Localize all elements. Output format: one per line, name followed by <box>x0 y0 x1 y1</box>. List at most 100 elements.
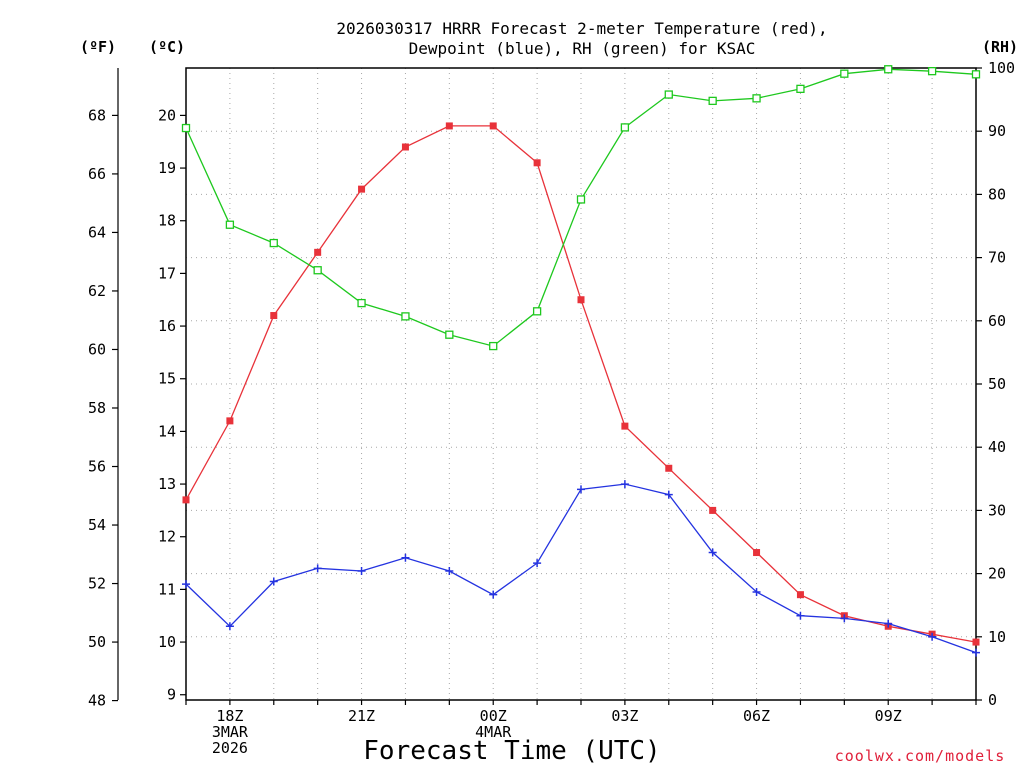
fahrenheit-tick-label: 60 <box>88 340 106 358</box>
celsius-tick-label: 20 <box>158 106 176 124</box>
temperature-point <box>533 159 541 167</box>
temperature-point <box>401 143 409 151</box>
dewpoint-point <box>357 566 366 575</box>
data-series <box>181 65 981 657</box>
site-watermark: coolwx.com/models <box>835 747 1006 765</box>
dewpoint-point <box>445 566 454 575</box>
celsius-tick-label: 13 <box>158 475 176 493</box>
fahrenheit-tick-label: 58 <box>88 399 106 417</box>
temperature-point <box>226 417 234 425</box>
temperature-point <box>621 422 629 430</box>
rh-unit-label: (RH) <box>982 38 1018 56</box>
celsius-tick-label: 9 <box>167 686 176 704</box>
temperature-point <box>314 248 322 256</box>
rh-point <box>840 69 849 78</box>
rh-point <box>927 67 937 76</box>
rh-point <box>620 123 630 132</box>
dewpoint-point <box>708 548 717 557</box>
dewpoint-point <box>972 648 980 657</box>
rh-tick-label: 90 <box>988 122 1006 140</box>
dewpoint-point <box>577 485 585 494</box>
dewpoint-point <box>620 480 629 489</box>
axis-ticks: 9 10 11 12 13 14 15 16 17 18 19 20 48 50 52 54 56 58 60 62 6… <box>88 59 1015 757</box>
rh-tick-label: 40 <box>988 438 1006 456</box>
celsius-tick-label: 19 <box>158 159 176 177</box>
rh-point <box>664 90 673 99</box>
rh-point <box>445 330 454 339</box>
chart-title-line-2: Dewpoint (blue), RH (green) for KSAC <box>409 39 756 58</box>
fahrenheit-tick-label: 62 <box>88 282 106 300</box>
x-tick-label: 2026 <box>212 739 248 757</box>
dewpoint-point <box>489 590 498 599</box>
dewpoint-point <box>752 588 761 597</box>
grid-lines <box>186 68 976 700</box>
celsius-tick-label: 17 <box>158 264 176 282</box>
fahrenheit-tick-label: 52 <box>88 575 106 593</box>
rh-point <box>269 238 278 248</box>
chart-title-line-1: 2026030317 HRRR Forecast 2-meter Tempera… <box>336 19 827 38</box>
rh-point <box>708 96 717 106</box>
celsius-tick-label: 11 <box>158 580 176 598</box>
rh-point <box>357 298 366 308</box>
rh-point <box>532 307 542 316</box>
rh-tick-label: 10 <box>988 628 1006 646</box>
x-tick-label: 21Z <box>348 707 375 725</box>
rh-tick-label: 70 <box>988 249 1006 267</box>
temperature-point <box>182 496 190 504</box>
celsius-tick-label: 10 <box>158 633 176 651</box>
x-tick-label: 4MAR <box>475 723 512 741</box>
dewpoint-point <box>401 553 410 562</box>
fahrenheit-tick-label: 66 <box>88 165 106 183</box>
dewpoint-point <box>840 614 849 623</box>
rh-line <box>185 68 977 347</box>
celsius-tick-label: 16 <box>158 317 176 335</box>
celsius-tick-label: 18 <box>158 212 176 230</box>
rh-point <box>884 65 893 74</box>
dewpoint-point <box>884 619 893 628</box>
fahrenheit-tick-label: 54 <box>88 516 106 534</box>
rh-tick-label: 30 <box>988 501 1006 519</box>
fahrenheit-tick-label: 48 <box>88 692 106 710</box>
rh-point <box>313 266 322 275</box>
temperature-point <box>753 549 761 557</box>
x-axis-label: Forecast Time (UTC) <box>363 736 660 766</box>
celsius-tick-label: 12 <box>158 528 176 546</box>
temperature-point <box>577 296 585 304</box>
temperature-point <box>972 638 980 646</box>
celsius-unit-label: (ºC) <box>149 38 185 56</box>
rh-tick-label: 20 <box>988 565 1006 583</box>
rh-tick-label: 60 <box>988 312 1006 330</box>
fahrenheit-tick-label: 50 <box>88 633 106 651</box>
temperature-point <box>796 591 804 599</box>
x-tick-label: 18Z <box>216 707 243 725</box>
fahrenheit-unit-label: (ºF) <box>80 38 116 56</box>
rh-tick-label: 50 <box>988 375 1006 393</box>
rh-point <box>489 341 498 351</box>
fahrenheit-tick-label: 56 <box>88 458 106 476</box>
celsius-tick-label: 14 <box>158 422 176 440</box>
rh-tick-label: 0 <box>988 691 997 709</box>
rh-point <box>971 70 981 79</box>
rh-point <box>401 312 410 321</box>
temperature-point <box>709 506 717 514</box>
rh-point <box>576 195 586 204</box>
dewpoint-point <box>796 611 805 620</box>
x-tick-label: 03Z <box>611 707 638 725</box>
rh-point <box>796 84 805 94</box>
rh-point <box>225 220 235 229</box>
temperature-point <box>665 464 673 472</box>
celsius-tick-label: 15 <box>158 370 176 388</box>
x-tick-label: 06Z <box>743 707 770 725</box>
temperature-point <box>489 122 497 130</box>
x-tick-label: 00Z <box>480 707 507 725</box>
temperature-point <box>358 185 366 193</box>
dewpoint-point <box>533 559 542 568</box>
rh-point <box>752 94 761 103</box>
fahrenheit-tick-label: 64 <box>88 223 106 241</box>
temperature-point <box>270 312 278 320</box>
fahrenheit-tick-label: 68 <box>88 106 106 124</box>
x-tick-label: 3MAR <box>212 723 249 741</box>
temperature-point <box>445 122 453 130</box>
dewpoint-point <box>182 580 190 589</box>
